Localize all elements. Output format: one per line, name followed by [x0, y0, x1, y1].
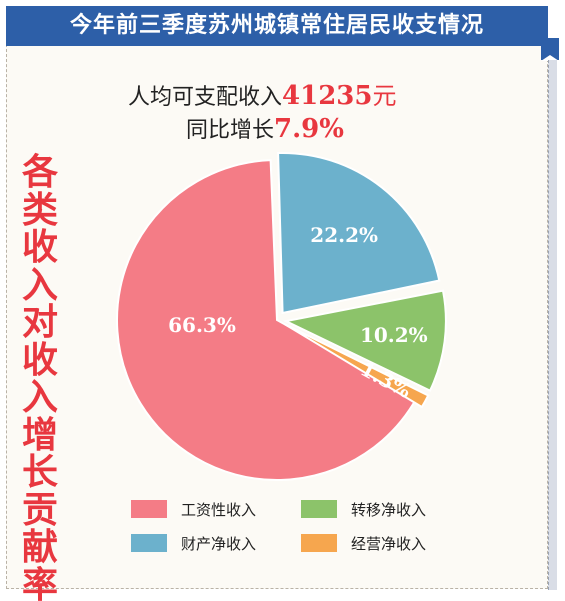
- income-value: 41235: [282, 81, 373, 111]
- vertical-title-char: 率: [21, 564, 58, 601]
- vertical-title-char: 各: [21, 152, 58, 193]
- page-title: 今年前三季度苏州城镇常住居民收支情况: [6, 6, 548, 46]
- income-unit: 元: [372, 82, 397, 110]
- legend-label: 工资性收入: [181, 500, 257, 519]
- legend-label: 转移净收入: [351, 500, 427, 519]
- vertical-title-char: 类: [21, 189, 58, 231]
- legend-swatch: [131, 500, 167, 518]
- income-label: 人均可支配收入: [128, 85, 283, 110]
- pie-slice-label: 22.2%: [310, 223, 378, 247]
- growth-value: 7.9%: [274, 114, 344, 144]
- legend-item: 财产净收入: [131, 532, 256, 554]
- vertical-title-char: 献: [21, 527, 58, 568]
- vertical-title-char: 对: [21, 302, 58, 343]
- income-summary: 人均可支配收入41235元: [128, 76, 468, 111]
- legend-swatch: [301, 500, 337, 518]
- vertical-title-char: 贡: [21, 489, 58, 531]
- legend-label: 财产净收入: [181, 534, 257, 553]
- vertical-title-char: 入: [21, 377, 58, 418]
- pie-slice: [277, 151, 441, 315]
- legend-item: 工资性收入: [131, 498, 256, 520]
- legend-swatch: [301, 534, 337, 552]
- vertical-title-char: 长: [21, 452, 58, 493]
- legend-item: 转移净收入: [301, 498, 426, 520]
- legend-item: 经营净收入: [301, 532, 426, 554]
- vertical-title-char: 收: [21, 227, 58, 268]
- growth-label: 同比增长: [186, 118, 275, 143]
- header-tab-notch: [541, 55, 559, 61]
- vertical-title-char: 增: [21, 414, 58, 456]
- growth-summary: 同比增长7.9%: [186, 112, 426, 146]
- legend-swatch: [131, 534, 167, 552]
- vertical-title-char: 入: [21, 264, 58, 306]
- pie-slice: [116, 159, 419, 481]
- vertical-title-char: 收: [21, 339, 58, 381]
- pie-slice-label: 66.3%: [168, 313, 236, 337]
- pie-slice: [284, 323, 430, 409]
- header-tab-decoration: [541, 38, 559, 60]
- chart-legend: 工资性收入 转移净收入财产净收入 经营净收入: [131, 498, 461, 568]
- chart-title-vertical: 各类收入对收入增长贡献率: [18, 152, 62, 601]
- pie-slice-label: 10.2%: [360, 323, 428, 347]
- pie-slice: [282, 289, 447, 392]
- legend-label: 经营净收入: [351, 534, 427, 553]
- side-strip-decoration: [548, 60, 557, 590]
